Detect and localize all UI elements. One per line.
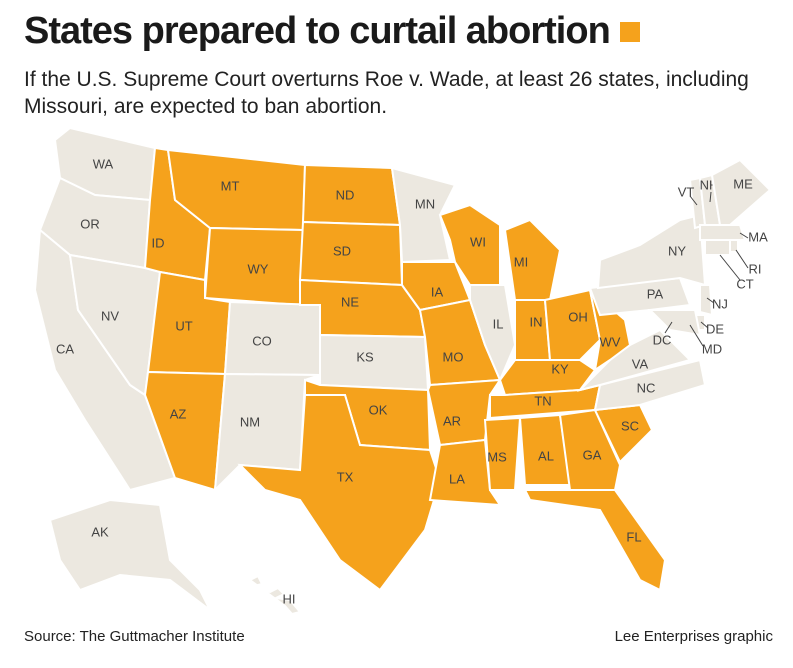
state-label: KY	[551, 361, 569, 376]
state	[48, 498, 211, 611]
state	[223, 300, 321, 377]
state-label: FL	[626, 529, 641, 544]
state-label: AK	[91, 524, 109, 539]
state	[729, 239, 739, 253]
state-label: CO	[252, 333, 272, 348]
state-label: MN	[415, 196, 435, 211]
state-label: VT	[678, 184, 695, 199]
state-label: TX	[337, 469, 354, 484]
state-label: WI	[470, 234, 486, 249]
state	[428, 438, 502, 507]
state-label: ID	[152, 235, 165, 250]
state-label: AL	[538, 448, 554, 463]
state-label: WY	[248, 261, 269, 276]
state-label: DE	[706, 321, 724, 336]
state-label: WA	[93, 156, 114, 171]
source: Source: The Guttmacher Institute	[24, 628, 245, 645]
leader-line	[700, 321, 709, 329]
state-label: TN	[534, 393, 551, 408]
state-label: NC	[637, 380, 656, 395]
state	[647, 309, 702, 337]
state-label: VA	[632, 356, 649, 371]
state-label: CA	[56, 341, 74, 356]
state-label: AZ	[170, 406, 187, 421]
state-label: MT	[221, 178, 240, 193]
state	[483, 416, 522, 491]
title: States prepared to curtail abortion	[24, 10, 611, 52]
state	[710, 158, 772, 226]
state	[593, 358, 707, 412]
state-label: LA	[449, 471, 465, 486]
state-label: KS	[356, 349, 374, 364]
state	[503, 218, 562, 301]
state-label: MA	[748, 229, 768, 244]
state-label: MD	[702, 341, 722, 356]
state-label: NM	[240, 414, 260, 429]
leader-line	[664, 321, 673, 334]
state-label: SC	[621, 418, 639, 433]
state-label: WV	[600, 334, 621, 349]
state-label: NE	[341, 294, 359, 309]
state	[704, 239, 731, 256]
state	[699, 224, 747, 241]
state-label: NJ	[712, 296, 728, 311]
state-label: OK	[369, 402, 388, 417]
state-label: CT	[736, 276, 753, 291]
state-label: MI	[514, 254, 528, 269]
state-label: AR	[443, 413, 461, 428]
leader-line	[706, 297, 715, 304]
state	[596, 213, 707, 290]
state-label: PA	[647, 286, 664, 301]
title-block: States prepared to curtail abortion	[24, 10, 640, 53]
state	[699, 284, 714, 317]
leader-line	[689, 195, 698, 206]
state-label: HI	[283, 591, 296, 606]
state-label: RI	[749, 261, 762, 276]
state	[319, 333, 430, 392]
leader-line	[735, 249, 749, 269]
subtitle: If the U.S. Supreme Court overturns Roe …	[24, 68, 749, 118]
state-label: UT	[175, 318, 192, 333]
state-label: SD	[333, 243, 351, 258]
leader-line	[719, 254, 741, 281]
state-label: IL	[493, 316, 504, 331]
state-label: NY	[668, 243, 686, 258]
leader-line	[709, 191, 712, 203]
state-label: IN	[530, 314, 543, 329]
title-marker	[619, 22, 640, 42]
state-label: ME	[733, 176, 753, 191]
state-label: OH	[568, 309, 588, 324]
state-label: DC	[653, 332, 672, 347]
state	[143, 370, 227, 492]
state-label: ND	[336, 187, 355, 202]
leader-line	[689, 324, 704, 347]
state	[248, 574, 302, 616]
leader-line	[739, 232, 749, 239]
state-label: GA	[583, 447, 602, 462]
state	[558, 408, 622, 491]
state-label: NV	[101, 308, 119, 323]
credit: Lee Enterprises graphic	[614, 628, 773, 645]
state-label: OR	[80, 216, 100, 231]
state	[390, 166, 457, 264]
state-label: MO	[443, 349, 464, 364]
state	[237, 394, 442, 592]
state	[543, 288, 602, 361]
state	[523, 489, 667, 592]
state-label: MS	[487, 449, 507, 464]
state-label: IA	[431, 284, 444, 299]
